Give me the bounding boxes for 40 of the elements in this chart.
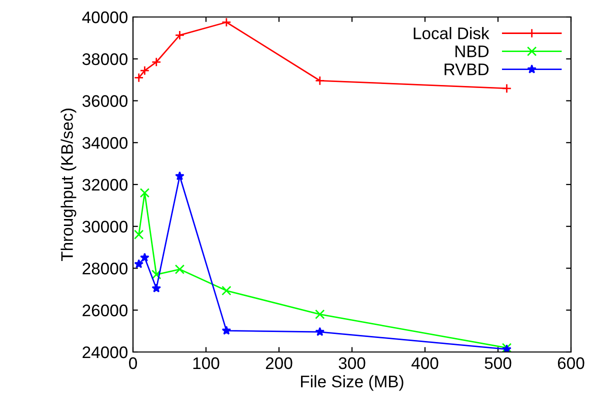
x-tick-label: 600 — [558, 357, 584, 370]
point — [134, 72, 144, 83]
x-tick-label: 200 — [266, 357, 292, 370]
point — [315, 309, 325, 320]
point — [152, 270, 162, 280]
point — [222, 17, 232, 28]
y-tick-label: 40000 — [82, 11, 128, 24]
legend-label: RVBD — [444, 64, 489, 76]
point — [134, 259, 144, 268]
point — [175, 171, 184, 180]
y-tick-label: 36000 — [82, 95, 128, 107]
legend-label: Local Disk — [414, 27, 490, 40]
y-tick-label: 30000 — [82, 220, 128, 233]
x-tick-label: 300 — [338, 357, 366, 370]
point — [152, 283, 162, 292]
point — [134, 230, 144, 240]
x-tick-label: 0 — [129, 357, 137, 370]
y-tick-label: 34000 — [82, 137, 128, 149]
point — [174, 264, 185, 274]
y-tick-label: 28000 — [82, 262, 128, 274]
y-axis-title: Throughput (KB/sec) — [60, 108, 76, 262]
point — [315, 327, 325, 336]
point — [140, 188, 150, 198]
point — [140, 252, 150, 262]
point — [140, 66, 150, 76]
y-tick-label: 38000 — [82, 53, 128, 66]
point — [222, 286, 232, 296]
y-tick-label: 26000 — [82, 304, 128, 316]
x-tick-label: 400 — [411, 357, 438, 370]
legend-label: NBD — [456, 46, 489, 58]
point — [502, 84, 512, 94]
x-axis-title: File Size (MB) — [301, 375, 404, 391]
y-tick-label: 24000 — [82, 346, 128, 358]
point — [315, 76, 325, 86]
point — [174, 30, 185, 40]
point — [152, 57, 162, 67]
y-tick-label: 32000 — [82, 178, 128, 191]
x-tick-label: 100 — [193, 357, 220, 370]
point — [222, 326, 232, 335]
x-tick-label: 500 — [484, 357, 512, 370]
